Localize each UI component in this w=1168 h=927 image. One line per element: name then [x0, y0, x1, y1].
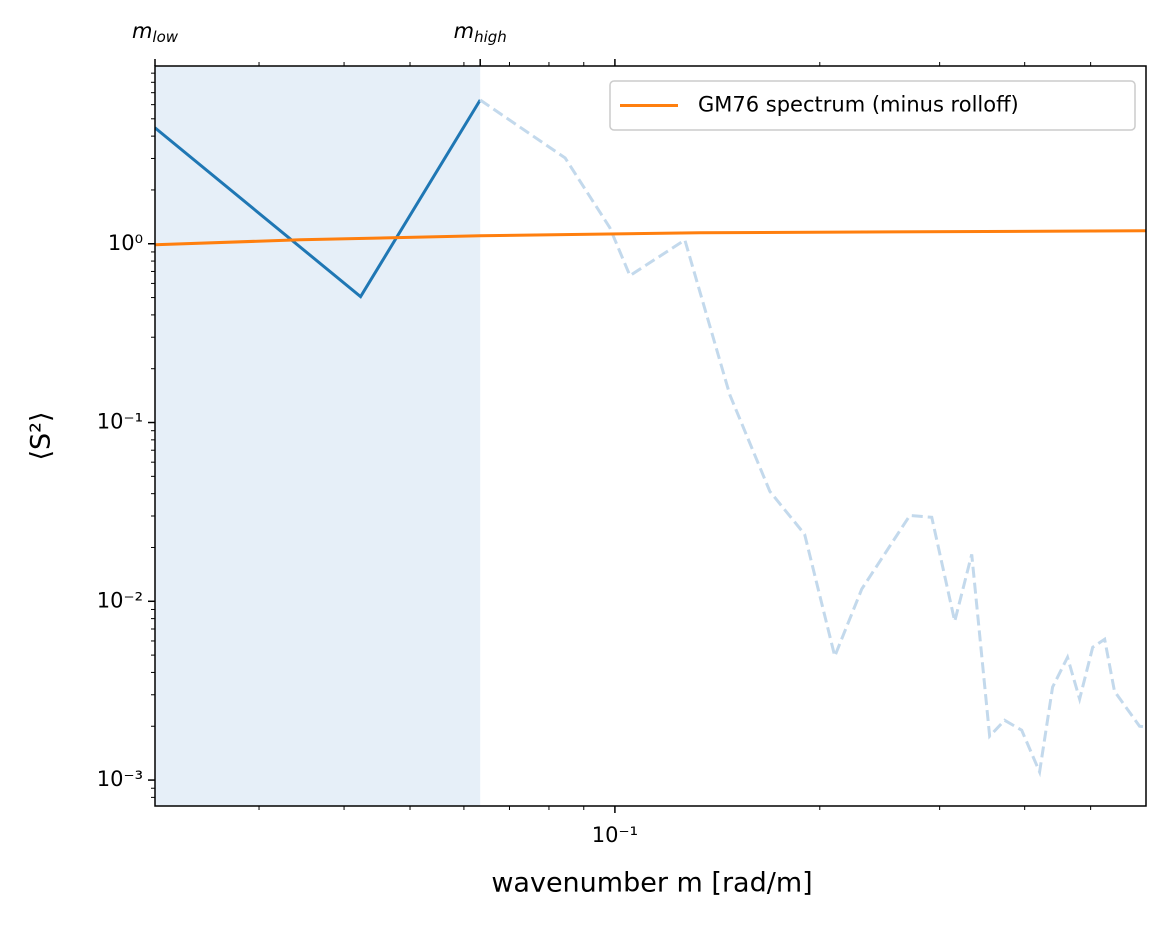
- plot-frame: [154, 65, 1147, 807]
- y-tick-label: 10⁻³: [97, 767, 143, 791]
- top-tick-label-main: m: [454, 19, 474, 43]
- legend-label: GM76 spectrum (minus rolloff): [698, 93, 1019, 117]
- y-tick-label: 10⁰: [108, 231, 143, 255]
- line-series: [479, 98, 1146, 778]
- legend-box: [609, 80, 1136, 131]
- line-series: [155, 229, 1146, 247]
- y-axis-label: ⟨S²⟩: [26, 411, 57, 460]
- top-tick-label-sub: low: [152, 28, 178, 46]
- line-series: [155, 99, 482, 299]
- shaded-region: [155, 66, 481, 806]
- top-tick-label-sub: high: [474, 28, 507, 46]
- top-tick-label: mlow: [132, 19, 179, 46]
- x-tick-label: 10⁻¹: [592, 823, 638, 847]
- top-tick-label: mhigh: [454, 19, 507, 46]
- x-axis-label: wavenumber m [rad/m]: [491, 868, 812, 899]
- top-tick-label-main: m: [132, 19, 152, 43]
- y-tick-label: 10⁻¹: [97, 410, 143, 434]
- y-tick-label: 10⁻²: [97, 588, 143, 612]
